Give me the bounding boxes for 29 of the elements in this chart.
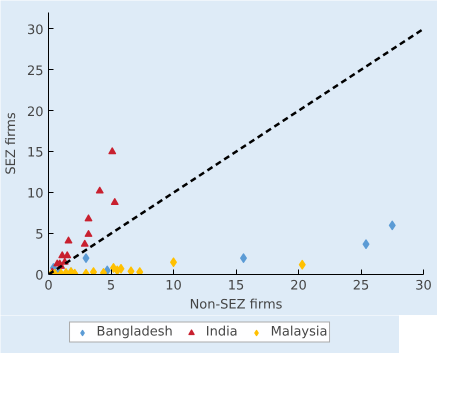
point [84, 230, 92, 237]
legend-label: Malaysia [270, 324, 328, 340]
y-tick-label: 30 [26, 22, 44, 38]
y-tick-label: 20 [26, 104, 44, 120]
y-tick-label: 25 [26, 64, 44, 79]
legend-label: Bangladesh [96, 324, 173, 340]
x-tick-label: 30 [415, 278, 432, 294]
y-tick-label: 0 [35, 268, 44, 284]
x-tick-label: 5 [106, 278, 116, 294]
y-tick-label: 5 [35, 228, 44, 243]
point [96, 186, 104, 194]
point [84, 214, 92, 222]
x-tick-label: 20 [290, 278, 307, 294]
point [108, 147, 116, 154]
point [128, 266, 134, 274]
point [63, 251, 72, 258]
legend-label: India [206, 324, 238, 340]
point [80, 240, 89, 247]
point [298, 260, 306, 270]
point [388, 220, 396, 230]
y-tick-label: 15 [26, 146, 44, 161]
point [110, 198, 119, 205]
x-tick-label: 15 [228, 278, 244, 294]
x-axis-title: Non-SEZ firms [190, 298, 283, 312]
y-tick-label: 10 [26, 186, 44, 202]
x-tick-label: 10 [165, 278, 182, 294]
x-tick-label: 25 [352, 278, 370, 294]
y-axis-title: SEZ firms [4, 112, 19, 175]
point [64, 236, 72, 244]
